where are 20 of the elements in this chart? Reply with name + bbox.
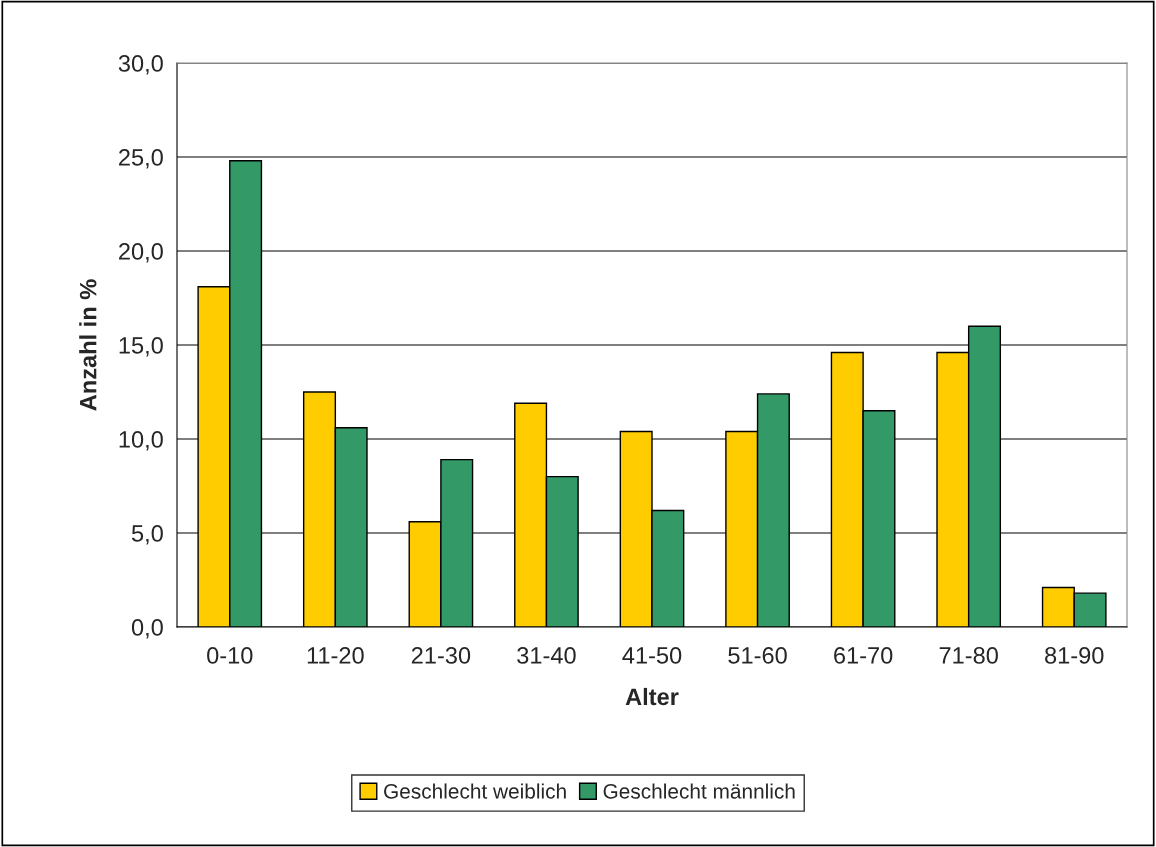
x-tick-label: 81-90 [1045,647,1104,664]
x-tick-label: 31-40 [517,647,576,664]
legend-label: Geschlecht weiblich [384,783,566,799]
x-tick-label: 61-70 [834,647,893,664]
y-tick-label: 30,0 [118,55,163,75]
y-tick-label: 20,0 [119,243,163,263]
y-tick-label: 15,0 [119,337,163,357]
y-tick-label: 10,0 [119,431,163,451]
x-tick-label: 71-80 [939,647,998,664]
y-tick-label: 0,0 [131,619,163,639]
x-tick-label: 11-20 [307,647,364,664]
y-tick-label: 25,0 [119,149,163,169]
x-axis-title: Alter [625,687,679,706]
legend-label: Geschlecht männlich [603,783,795,799]
x-tick-label: 41-50 [622,647,682,664]
x-tick-label: 51-60 [728,647,787,664]
x-tick-label: 0-10 [207,647,253,664]
x-tick-label: 21-30 [411,647,471,664]
y-tick-label: 5,0 [131,525,163,545]
y-axis-title: Anzahl in % [79,279,97,411]
